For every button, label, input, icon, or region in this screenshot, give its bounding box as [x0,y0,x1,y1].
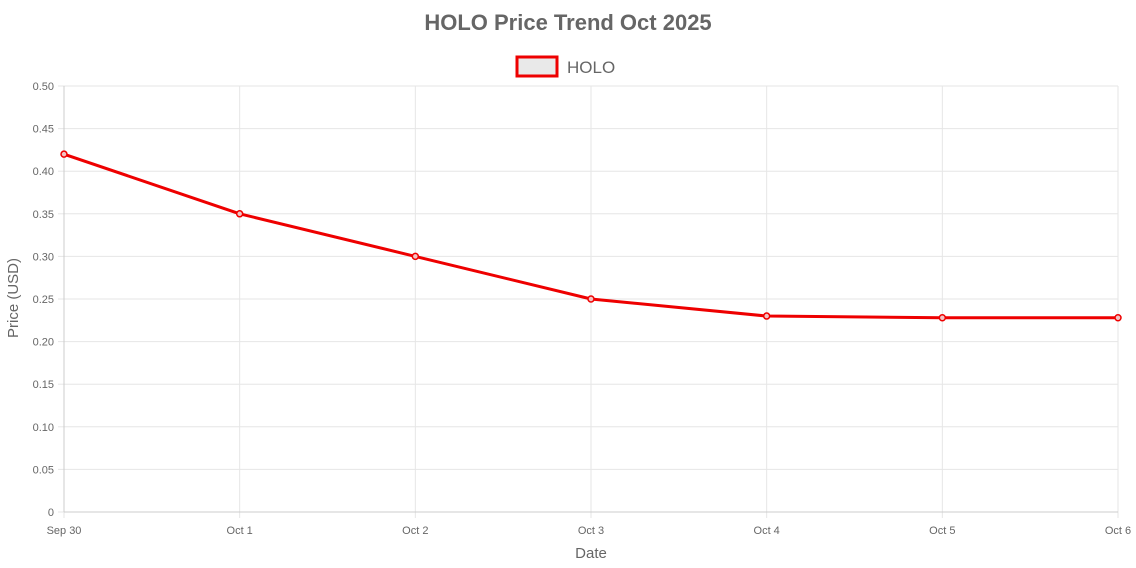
gridlines [58,85,1119,518]
y-axis-ticks: 0 0.05 0.10 0.15 0.20 0.25 0.30 0.35 0.40 0.45 0.5… [33,81,54,519]
y-tick-label: 0.05 [33,464,54,476]
legend-swatch-holo[interactable] [515,55,559,78]
y-tick-label: 0.25 [33,294,54,306]
series-holo [60,150,1122,322]
y-tick-label: 0.35 [33,209,54,221]
y-tick-label: 0.20 [33,337,54,349]
data-point[interactable] [587,295,595,303]
legend[interactable]: HOLO [515,55,615,78]
legend-label-holo[interactable]: HOLO [567,58,615,77]
data-point[interactable] [1114,313,1122,322]
data-point[interactable] [60,150,68,158]
x-tick-label: Oct 1 [227,525,253,537]
x-tick-label: Oct 2 [402,525,428,537]
x-tick-label: Oct 3 [578,525,604,537]
data-point[interactable] [938,313,947,322]
y-tick-label: 0.10 [33,422,54,434]
y-tick-label: 0.30 [33,251,54,263]
x-axis-ticks: Sep 30 Oct 1 Oct 2 Oct 3 Oct 4 Oct 5 Oct 6 [47,525,1132,537]
y-tick-label: 0.45 [33,124,54,136]
data-point[interactable] [411,252,420,261]
y-tick-label: 0.15 [33,379,54,391]
chart-title: HOLO Price Trend Oct 2025 [424,10,711,35]
x-tick-label: Oct 5 [929,525,955,537]
x-tick-label: Oct 6 [1105,525,1131,537]
x-axis-label: Date [575,545,607,562]
y-tick-label: 0.40 [33,166,54,178]
data-point[interactable] [235,210,244,218]
data-point[interactable] [762,312,771,320]
x-tick-label: Sep 30 [47,525,82,537]
y-tick-label: 0 [48,507,54,519]
y-axis-label: Price (USD) [5,258,22,338]
x-tick-label: Oct 4 [754,525,780,537]
y-tick-label: 0.50 [33,81,54,93]
